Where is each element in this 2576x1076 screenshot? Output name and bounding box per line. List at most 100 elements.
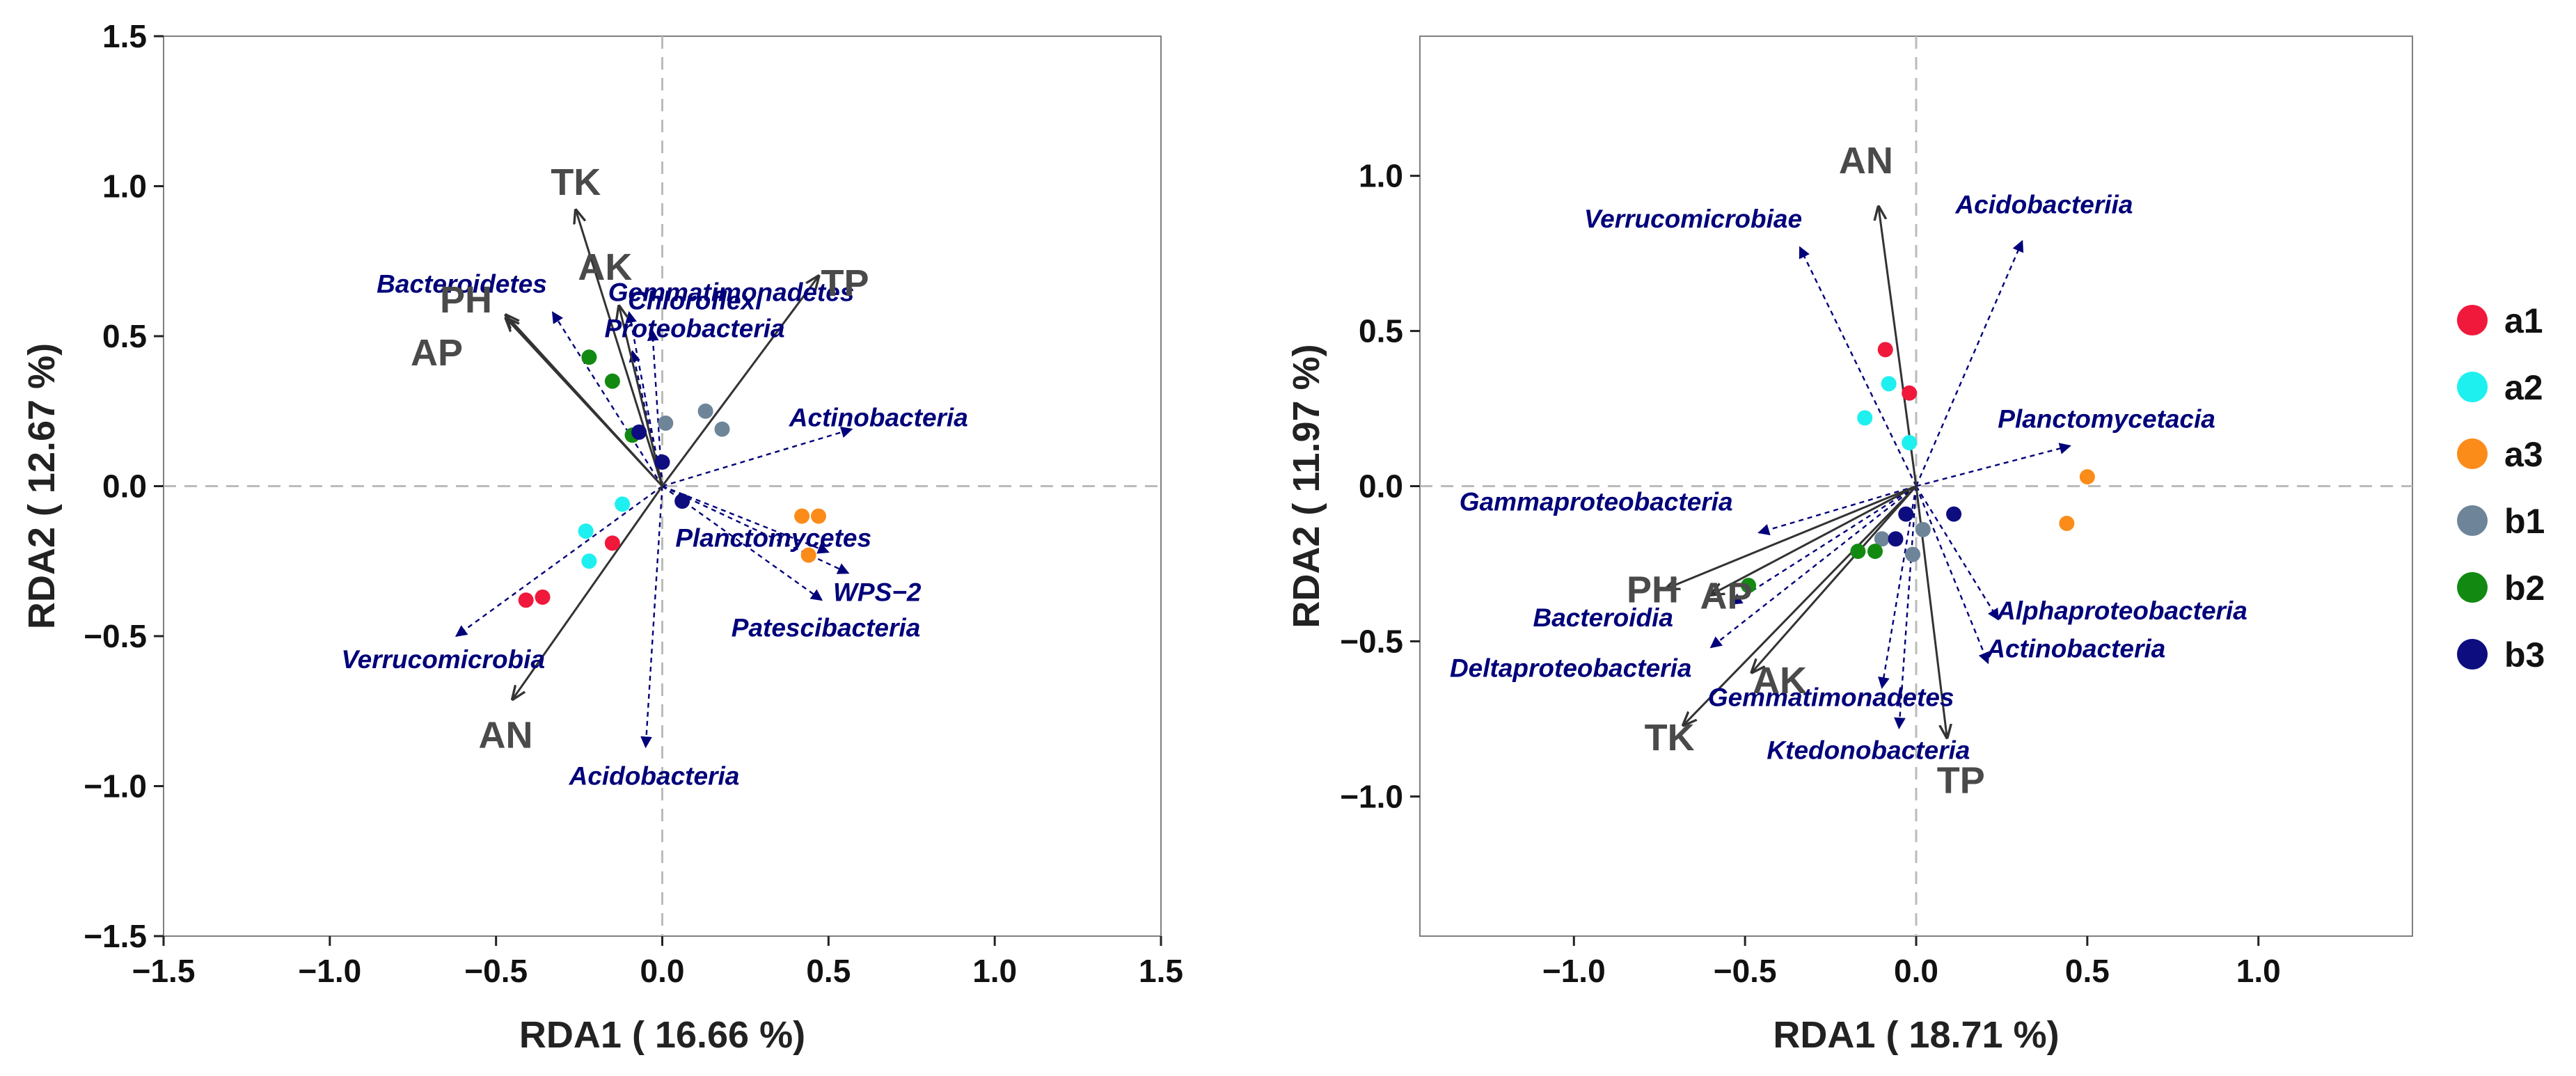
species-arrow-patescibacteria [661,485,823,601]
x-tick-label: −0.5 [1714,953,1777,989]
y-tick-label: −0.5 [84,618,147,654]
species-arrow-planctomycetacia [1915,443,2071,487]
species-label-bacteroidia: Bacteroidia [1533,603,1673,632]
sample-point-b1 [658,415,674,431]
legend-swatch-a2 [2457,372,2488,402]
env-arrow-tp [661,276,819,487]
sample-point-a2 [1902,435,1918,451]
species-arrow-planctomycetes [662,485,830,554]
sample-point-b1 [1915,521,1931,537]
species-arrow-ktedonobacteria [1894,486,1918,729]
env-label-tp: TP [821,262,869,304]
y-tick-label: −0.5 [1340,623,1403,659]
sample-point-b3 [654,454,670,470]
sample-point-a3 [2079,469,2095,485]
species-arrow-actinobacteria [1915,486,1990,665]
species-label-actinobacteria: Actinobacteria [1986,635,2165,663]
species-label-chloroflexi: Chloroflexi [628,286,763,315]
sample-point-b2 [1850,544,1866,560]
sample-point-b2 [1867,544,1883,560]
sample-point-a3 [811,508,827,524]
legend-label-b2: b2 [2504,569,2545,608]
species-arrow-actinobacteria [662,426,853,487]
legend-swatch-b3 [2457,639,2488,670]
sample-point-b1 [1905,546,1921,562]
env-arrow-ak [619,306,663,486]
legend-label-b3: b3 [2504,635,2545,674]
species-label-gemmatimonadetes: Gemmatimonadetes [608,278,855,307]
sample-point-a1 [535,589,551,605]
sample-point-a1 [1902,385,1918,401]
sample-point-a2 [1857,410,1873,426]
sample-point-a2 [615,496,631,512]
sample-point-b1 [714,421,730,437]
species-label-acidobacteriia: Acidobacteriia [1954,190,2133,219]
legend-swatch-a1 [2457,305,2488,335]
species-arrow-wps-2 [661,485,850,574]
sample-point-a1 [1877,342,1893,358]
rda-plot-left: −1.5 −1.0 −0.5 0.0 0.5 1.0 1.5 −1.5 −1.0 −0.5 0.0 0… [21,18,1183,1056]
sample-point-a1 [518,592,534,608]
species-arrow-bacteroidetes [551,311,663,487]
y-tick-label: 1.0 [102,168,147,205]
legend-label-b1: b1 [2504,502,2545,541]
x-axis-title: RDA1 ( 16.66 %) [519,1014,805,1056]
x-tick-label: −1.5 [132,953,196,989]
y-tick-label: 0.5 [102,318,147,354]
y-axis-title: RDA2 ( 12.67 %) [21,343,63,629]
sample-point-b3 [674,493,690,509]
species-label-bacteroidetes: Bacteroidetes [377,270,547,299]
species-arrow-deltaproteobacteria [1709,485,1917,649]
sample-point-b3 [631,424,647,440]
y-tick-label: 0.0 [102,468,147,505]
species-label-proteobacteria: Proteobacteria [605,315,785,343]
legend-label-a3: a3 [2504,435,2543,474]
species-label-wps-2: WPS−2 [833,578,922,606]
species-label-ktedonobacteria: Ktedonobacteria [1767,736,1970,764]
env-arrow-ak [1752,485,1918,673]
sample-point-a2 [578,523,594,539]
sample-point-a3 [794,508,810,524]
x-tick-label: −0.5 [464,953,528,989]
species-label-actinobacteria: Actinobacteria [789,404,968,432]
species-label-planctomycetes: Planctomycetes [675,523,871,552]
sample-point-a1 [604,535,620,551]
species-arrow-bacteroidia [1730,485,1917,605]
species-label-verrucomicrobiae: Verrucomicrobiae [1584,205,1802,233]
y-tick-label: 1.5 [102,18,147,54]
sample-point-b2 [604,373,620,389]
env-label-tk: TK [551,161,601,203]
species-label-gammaproteobacteria: Gammaproteobacteria [1460,487,1733,516]
env-arrow-tk [1684,485,1918,725]
sample-point-a2 [1881,376,1897,392]
y-axis-title: RDA2 ( 11.97 %) [1286,344,1327,628]
species-label-deltaproteobacteria: Deltaproteobacteria [1450,654,1692,682]
env-arrow-ap [506,318,663,487]
x-axis-title: RDA1 ( 18.71 %) [1773,1014,2059,1056]
species-arrow-acidobacteriia [1915,239,2024,486]
species-arrow-alphaproteobacteria [1915,485,2000,621]
sample-point-a2 [581,553,597,569]
sample-point-a3 [800,547,816,563]
x-tick-label: 0.5 [2065,953,2110,989]
y-tick-label: −1.0 [1340,778,1403,814]
species-label-gemmatimonadetes: Gemmatimonadetes [1708,683,1954,711]
y-tick-label: 0.0 [1359,468,1403,505]
sample-point-b2 [581,349,597,365]
species-label-verrucomicrobia: Verrucomicrobia [341,645,545,674]
species-label-alphaproteobacteria: Alphaproteobacteria [1996,596,2247,625]
sample-point-a3 [2059,516,2075,532]
species-arrow-acidobacteria [640,486,663,749]
x-tick-label: 0.5 [806,953,851,989]
env-arrow-tk [576,210,663,486]
y-tick-label: 0.5 [1359,313,1403,349]
env-label-tp: TP [1937,760,1985,802]
env-arrow-ap [1711,485,1917,595]
species-label-acidobacteria: Acidobacteria [569,761,740,790]
env-label-ph: PH [440,279,492,321]
env-arrow-ph [1666,485,1917,589]
env-label-ap: AP [1700,576,1752,617]
sample-point-b3 [1898,506,1914,522]
env-label-ak: AK [578,246,632,288]
